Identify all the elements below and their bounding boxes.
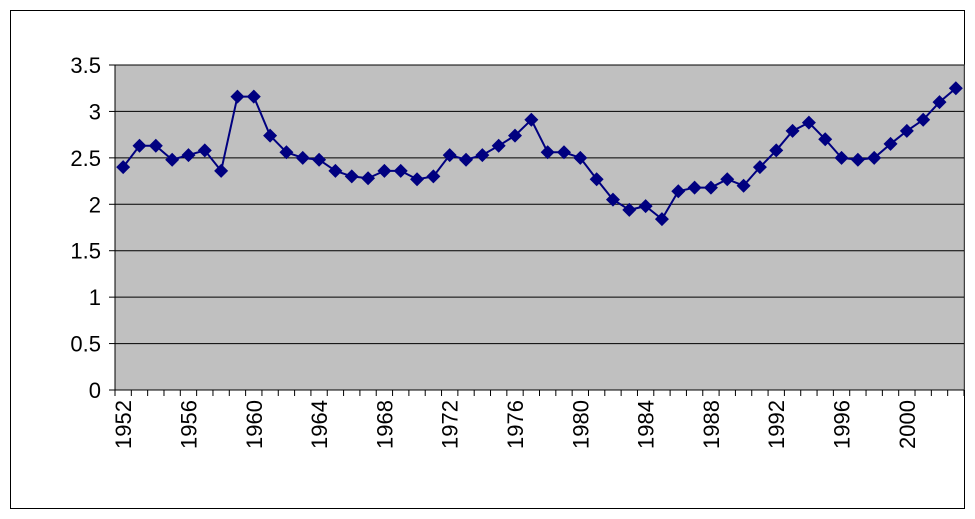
data-point <box>899 123 914 138</box>
data-point <box>801 115 816 130</box>
x-tick-label: 1984 <box>634 400 659 449</box>
y-tick-label: 3.5 <box>70 53 101 78</box>
data-point <box>214 163 229 178</box>
x-tick-label: 1996 <box>830 400 855 449</box>
data-point <box>246 89 261 104</box>
data-point <box>459 152 474 167</box>
data-point <box>295 150 310 165</box>
data-point <box>850 152 865 167</box>
y-tick-label: 3 <box>89 99 101 124</box>
y-tick-label: 2 <box>89 192 101 217</box>
data-point <box>736 178 751 193</box>
data-point <box>361 171 376 186</box>
data-line <box>122 87 957 221</box>
plot-area <box>114 64 965 391</box>
data-point <box>442 148 457 163</box>
data-point <box>475 148 490 163</box>
data-point <box>132 138 147 153</box>
data-point <box>197 143 212 158</box>
data-point <box>671 184 686 199</box>
data-point <box>948 81 963 96</box>
data-point <box>573 150 588 165</box>
data-point <box>769 143 784 158</box>
data-point <box>720 172 735 187</box>
data-point <box>426 169 441 184</box>
data-point <box>508 128 523 143</box>
x-tick-label: 2000 <box>895 400 920 449</box>
y-tick-label: 2.5 <box>70 146 101 171</box>
y-tick-label: 0.5 <box>70 332 101 357</box>
data-point <box>540 145 555 160</box>
x-tick-label: 1952 <box>111 400 136 449</box>
data-point <box>932 95 947 110</box>
data-point <box>344 169 359 184</box>
data-point <box>785 123 800 138</box>
data-point <box>687 180 702 195</box>
data-point <box>263 128 278 143</box>
x-tick-label: 1956 <box>176 400 201 449</box>
data-point <box>393 163 408 178</box>
x-tick-label: 1992 <box>764 400 789 449</box>
data-point <box>148 138 163 153</box>
data-point <box>181 148 196 163</box>
data-point <box>654 212 669 227</box>
data-point <box>752 160 767 175</box>
data-point <box>867 150 882 165</box>
data-point <box>916 112 931 127</box>
data-point <box>638 199 653 214</box>
data-point <box>312 152 327 167</box>
y-tick-label: 1 <box>89 285 101 310</box>
y-tick-label: 0 <box>89 378 101 403</box>
data-point <box>230 89 245 104</box>
x-tick-label: 1988 <box>699 400 724 449</box>
data-point <box>883 136 898 151</box>
data-point <box>165 152 180 167</box>
data-point <box>491 138 506 153</box>
x-tick-label: 1980 <box>568 400 593 449</box>
x-tick-label: 1964 <box>307 400 332 449</box>
data-point <box>279 145 294 160</box>
data-point <box>605 192 620 207</box>
x-tick-label: 1972 <box>438 400 463 449</box>
data-point <box>622 202 637 217</box>
data-point <box>703 180 718 195</box>
data-point <box>377 163 392 178</box>
data-point <box>834 150 849 165</box>
data-point <box>524 112 539 127</box>
data-point <box>328 163 343 178</box>
data-point <box>410 172 425 187</box>
x-tick-label: 1968 <box>372 400 397 449</box>
data-point <box>818 132 833 147</box>
x-tick-label: 1976 <box>503 400 528 449</box>
x-tick-label: 1960 <box>242 400 267 449</box>
data-point <box>589 172 604 187</box>
y-tick-label: 1.5 <box>70 239 101 264</box>
data-point <box>556 145 571 160</box>
data-point <box>116 160 131 175</box>
